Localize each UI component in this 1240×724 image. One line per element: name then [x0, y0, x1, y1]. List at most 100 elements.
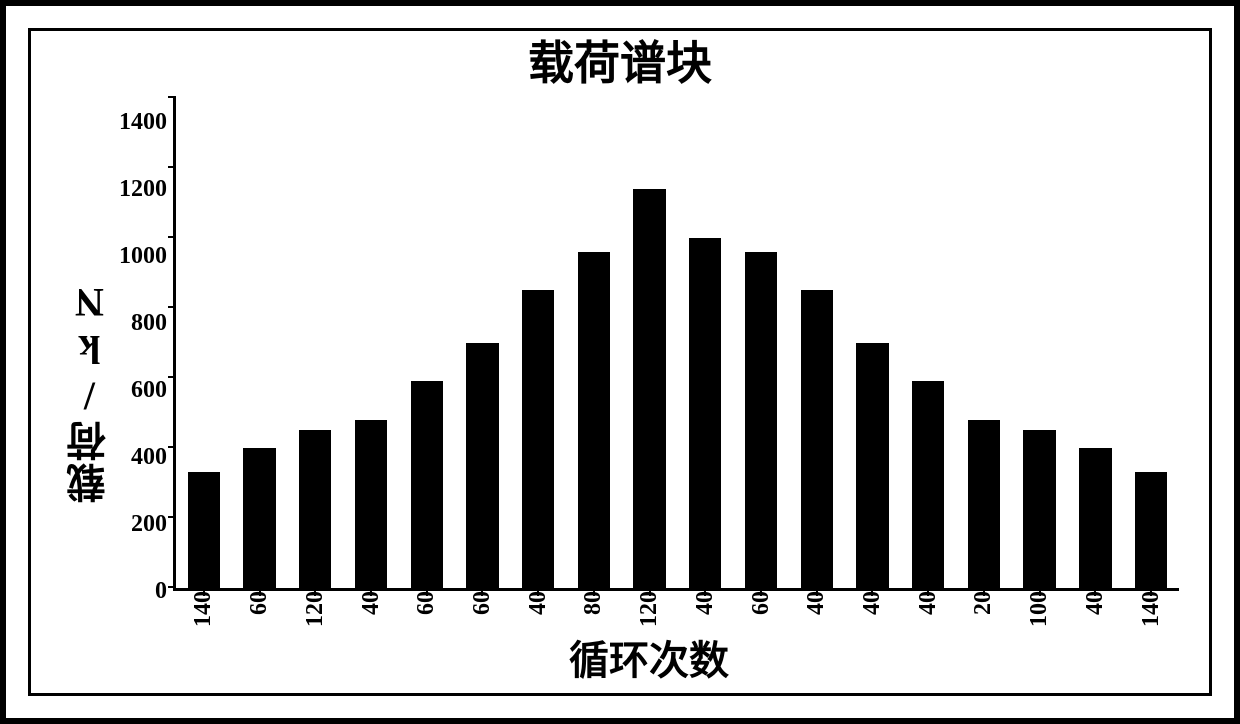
x-tick-slot: 20 — [956, 591, 1012, 633]
x-tick-slot: 40 — [1068, 591, 1124, 633]
x-tick-slot: 60 — [232, 591, 288, 633]
y-tick-mark — [168, 306, 176, 308]
x-tick-slot: 120 — [622, 591, 678, 633]
bar — [801, 290, 833, 588]
bar — [578, 252, 610, 588]
x-tick-label: 60 — [748, 591, 775, 621]
x-tick-slot: 40 — [845, 591, 901, 633]
plot-area — [173, 98, 1179, 591]
x-tick-label: 120 — [636, 591, 663, 633]
plot-column: 1400 1200 1000 800 600 400 200 0 140 60 120 40 60 60… — [119, 98, 1179, 683]
bar — [1079, 448, 1111, 588]
y-tick-label: 0 — [155, 579, 167, 603]
chart-frame: 载荷谱块 载荷/kN 1400 1200 1000 800 600 400 200 0 140… — [28, 28, 1212, 696]
y-tick-mark — [168, 446, 176, 448]
y-tick-label: 400 — [131, 445, 167, 469]
bar — [968, 420, 1000, 588]
bar — [689, 238, 721, 588]
bar-slot — [845, 98, 901, 588]
bar — [299, 430, 331, 588]
x-tick-slot: 40 — [343, 591, 399, 633]
bar-slot — [399, 98, 455, 588]
chart-body: 载荷/kN 1400 1200 1000 800 600 400 200 0 140 60 120… — [61, 98, 1179, 683]
x-tick-slot: 40 — [789, 591, 845, 633]
x-tick-slot: 60 — [399, 591, 455, 633]
x-tick-label: 40 — [859, 591, 886, 621]
x-axis-label: 循环次数 — [119, 639, 1179, 683]
y-tick-mark — [168, 376, 176, 378]
x-tick-slot: 60 — [455, 591, 511, 633]
y-tick-mark — [168, 96, 176, 98]
bar-slot — [622, 98, 678, 588]
bar-slot — [677, 98, 733, 588]
bar — [411, 381, 443, 588]
x-tick-label: 20 — [970, 591, 997, 621]
x-tick-label: 60 — [413, 591, 440, 621]
x-tick-label: 40 — [915, 591, 942, 621]
x-tick-label: 40 — [692, 591, 719, 621]
y-tick-label: 1000 — [119, 244, 167, 268]
bar-slot — [1012, 98, 1068, 588]
x-tick-slot: 140 — [1123, 591, 1179, 633]
bar — [1023, 430, 1055, 588]
x-tick-label: 40 — [803, 591, 830, 621]
x-tick-label: 140 — [1138, 591, 1165, 633]
y-tick-label: 1200 — [119, 177, 167, 201]
bar-slot — [733, 98, 789, 588]
x-tick-label: 100 — [1026, 591, 1053, 633]
y-tick-label: 800 — [131, 311, 167, 335]
x-tick-label: 60 — [469, 591, 496, 621]
y-tick-label: 1400 — [119, 110, 167, 134]
y-tick-label: 600 — [131, 378, 167, 402]
bar-slot — [1068, 98, 1124, 588]
bar — [188, 472, 220, 588]
x-tick-slot: 40 — [677, 591, 733, 633]
x-tick-label: 40 — [1082, 591, 1109, 621]
y-axis-label: 载荷/kN — [61, 278, 119, 503]
bar — [243, 448, 275, 588]
x-tick-label: 120 — [302, 591, 329, 633]
bar-slot — [176, 98, 232, 588]
bar-slot — [789, 98, 845, 588]
bar-slot — [455, 98, 511, 588]
outer-frame: 载荷谱块 载荷/kN 1400 1200 1000 800 600 400 200 0 140… — [0, 0, 1240, 724]
bar — [522, 290, 554, 588]
bar — [912, 381, 944, 588]
plot-row: 1400120010008006004002000 — [119, 98, 1179, 591]
bar — [633, 189, 665, 588]
y-tick-mark — [168, 166, 176, 168]
x-tick-slot: 40 — [510, 591, 566, 633]
y-ticks: 1400120010008006004002000 — [119, 98, 173, 591]
chart-title: 载荷谱块 — [528, 39, 712, 90]
bar-slot — [287, 98, 343, 588]
bar — [355, 420, 387, 588]
bar-slot — [232, 98, 288, 588]
y-tick-mark — [168, 586, 176, 588]
bar-slot — [510, 98, 566, 588]
bar-slot — [343, 98, 399, 588]
x-tick-slot: 60 — [733, 591, 789, 633]
x-ticks: 140 60 120 40 60 60 40 80 120 40 60 40 40 40 20 100 40 14… — [176, 591, 1179, 633]
x-tick-label: 140 — [190, 591, 217, 633]
x-tick-slot: 80 — [566, 591, 622, 633]
bar-slot — [900, 98, 956, 588]
bar-slot — [566, 98, 622, 588]
bar — [745, 252, 777, 588]
bar — [1135, 472, 1167, 588]
y-tick-mark — [168, 236, 176, 238]
y-tick-mark — [168, 516, 176, 518]
x-tick-slot: 140 — [176, 591, 232, 633]
y-axis-label-column: 载荷/kN — [61, 98, 119, 683]
bar — [466, 343, 498, 588]
y-tick-label: 200 — [131, 512, 167, 536]
x-tick-label: 40 — [358, 591, 385, 621]
bar-slot — [956, 98, 1012, 588]
bars-container — [176, 98, 1179, 588]
x-tick-label: 80 — [580, 591, 607, 621]
x-tick-slot: 40 — [900, 591, 956, 633]
x-tick-label: 60 — [246, 591, 273, 621]
x-tick-slot: 100 — [1012, 591, 1068, 633]
x-tick-label: 40 — [525, 591, 552, 621]
bar — [856, 343, 888, 588]
x-tick-slot: 120 — [287, 591, 343, 633]
